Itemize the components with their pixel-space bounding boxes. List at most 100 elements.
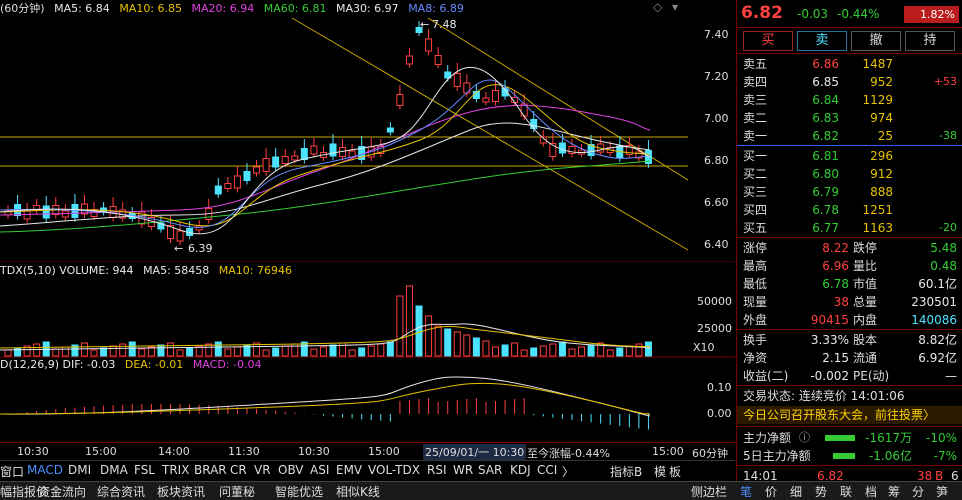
sell-button[interactable]: 卖 — [797, 31, 847, 51]
volume-legend: TDX(5,10) VOLUME: 944 MA5: 58458 MA10: 7… — [0, 264, 292, 277]
candle-body — [463, 82, 471, 94]
vol-legend-main: TDX(5,10) VOLUME: 944 — [0, 264, 134, 277]
ask-row[interactable]: 卖二 6.83 974 — [737, 109, 962, 127]
macd-chart[interactable]: 0.10 0.00 — [0, 358, 735, 438]
stat-value: 60.1亿 — [918, 277, 957, 291]
trade-buttons: 买 卖 撤 持 — [737, 28, 962, 54]
indicator-tab[interactable]: DMA — [100, 463, 128, 477]
chart-area[interactable]: (60分钟) MA5: 6.84 MA10: 6.85 MA20: 6.94 M… — [0, 0, 735, 481]
indicator-tab[interactable]: ASI — [310, 463, 330, 477]
bid-label: 买二 — [743, 167, 768, 181]
dropdown-icon[interactable]: ▾ — [672, 0, 679, 14]
bid-row[interactable]: 买四 6.78 1251 — [737, 201, 962, 219]
volume-bar — [195, 345, 203, 357]
indicator-tab[interactable]: CR — [230, 463, 247, 477]
bottom-tab[interactable]: 问董秘 — [219, 485, 256, 499]
price-chart[interactable]: ← 7.48 ← 6.39 7.40 7.20 7.00 6.80 6.60 6… — [0, 0, 735, 262]
volume-bar — [348, 349, 356, 357]
bid-price: 6.80 — [812, 167, 839, 181]
stat-label: 量比 — [853, 259, 878, 273]
side-tab[interactable]: 细 — [790, 485, 803, 499]
indicator-tab[interactable]: BRAR — [194, 463, 227, 477]
cancel-order-button[interactable]: 撤 — [851, 31, 901, 51]
bid-row[interactable]: 买三 6.79 888 — [737, 183, 962, 201]
bottom-tab[interactable]: 综合资讯 — [97, 485, 146, 499]
volume-bar — [71, 344, 79, 357]
bottom-tab[interactable]: 板块资讯 — [157, 485, 206, 499]
indicator-tab[interactable]: WR — [453, 463, 474, 477]
stat-row: 外盘 90415 内盘 140086 — [737, 311, 962, 329]
section-divider — [737, 237, 962, 238]
side-tab-active[interactable]: 笔 — [740, 485, 753, 499]
volume-bar — [597, 342, 605, 357]
volume-bar — [310, 348, 318, 357]
bottom-tab[interactable]: 资金流向 — [38, 485, 87, 499]
indicator-tab[interactable]: RSI — [427, 463, 447, 477]
buy-button[interactable]: 买 — [743, 31, 793, 51]
indicator-tab[interactable]: TRIX — [162, 463, 190, 477]
indicator-tab[interactable]: VR — [254, 463, 271, 477]
ask-price: 6.86 — [812, 57, 839, 71]
candle-body — [157, 222, 165, 230]
info-icon[interactable]: ⓘ — [799, 431, 810, 444]
side-tab[interactable]: 笋 — [936, 485, 949, 499]
volume-bar — [405, 285, 413, 357]
side-tab[interactable]: 联 — [840, 485, 853, 499]
candle-body — [482, 97, 490, 103]
volume-bar — [472, 337, 480, 357]
ask-price: 6.85 — [812, 75, 839, 89]
ask-row[interactable]: 卖一 6.82 25 -38 — [737, 127, 962, 145]
tick-direction: B — [935, 469, 944, 483]
candle-body — [386, 127, 394, 133]
indicator-tab[interactable]: OBV — [278, 463, 304, 477]
last-price: 6.82 — [741, 3, 783, 23]
template-button[interactable]: 模 — [654, 465, 667, 479]
indicator-tab-macd[interactable]: MACD — [27, 463, 63, 477]
side-tab[interactable]: 分 — [912, 485, 925, 499]
bid-row[interactable]: 买五 6.77 1163 -20 — [737, 219, 962, 237]
vol-unit: X10 — [693, 341, 715, 354]
svg-text:←: ← — [420, 18, 429, 31]
template-button-2[interactable]: 板 — [669, 465, 682, 479]
bottom-tab[interactable]: 幅指报价 — [0, 485, 49, 499]
bottom-tab[interactable]: 相似K线 — [336, 485, 380, 499]
indicator-tab[interactable]: KDJ — [510, 463, 531, 477]
bottom-tab[interactable]: 智能优选 — [275, 485, 324, 499]
volume-bar — [434, 325, 442, 357]
side-tab[interactable]: 势 — [815, 485, 828, 499]
indicator-tab[interactable]: VOL-TDX — [368, 463, 420, 477]
side-tab[interactable]: 筹 — [888, 485, 901, 499]
indicator-tab[interactable]: DMI — [68, 463, 92, 477]
side-tab[interactable]: 价 — [765, 485, 778, 499]
bid-row[interactable]: 买一 6.81 296 — [737, 147, 962, 165]
period-selector[interactable]: 60分钟 — [692, 447, 728, 460]
side-tab[interactable]: 档 — [865, 485, 878, 499]
ask-row[interactable]: 卖五 6.86 1487 — [737, 55, 962, 73]
candle-body — [224, 183, 232, 189]
indicator-tab[interactable]: SAR — [478, 463, 503, 477]
sidebar-toggle[interactable]: 侧边栏 — [691, 485, 728, 499]
volume-bar — [253, 342, 261, 357]
ask-row[interactable]: 卖三 6.84 1129 — [737, 91, 962, 109]
candle-body — [176, 230, 184, 242]
volume-bar — [52, 348, 60, 357]
indicator-tab[interactable]: CCI — [537, 463, 558, 477]
extreme-labels: ← 7.48 ← 6.39 — [174, 18, 457, 255]
holdings-button[interactable]: 持 — [905, 31, 955, 51]
indicator-b-button[interactable]: 指标B — [610, 465, 643, 479]
volume-bar — [186, 347, 194, 357]
ask-row[interactable]: 卖四 6.85 952 +53 — [737, 73, 962, 91]
stat-label: 收益(二) — [743, 369, 789, 383]
price-tick: 6.80 — [704, 154, 729, 167]
volume-chart[interactable]: 50000 25000 X10 — [0, 262, 735, 358]
volume-bar — [23, 345, 31, 357]
bid-row[interactable]: 买二 6.80 912 — [737, 165, 962, 183]
more-indicators-icon[interactable]: 〉 — [562, 465, 575, 479]
candle-body — [281, 156, 289, 164]
shareholder-meeting-notice[interactable]: 今日公司召开股东大会，前往投票〉 — [737, 406, 962, 424]
settings-icon[interactable]: ◇ — [653, 0, 663, 14]
indicator-tab[interactable]: 窗口 — [0, 465, 25, 479]
five-day-net-flow-row: 5日主力净额 -1.06亿 -7% — [737, 447, 962, 465]
indicator-tab[interactable]: EMV — [336, 463, 363, 477]
indicator-tab[interactable]: FSL — [134, 463, 155, 477]
